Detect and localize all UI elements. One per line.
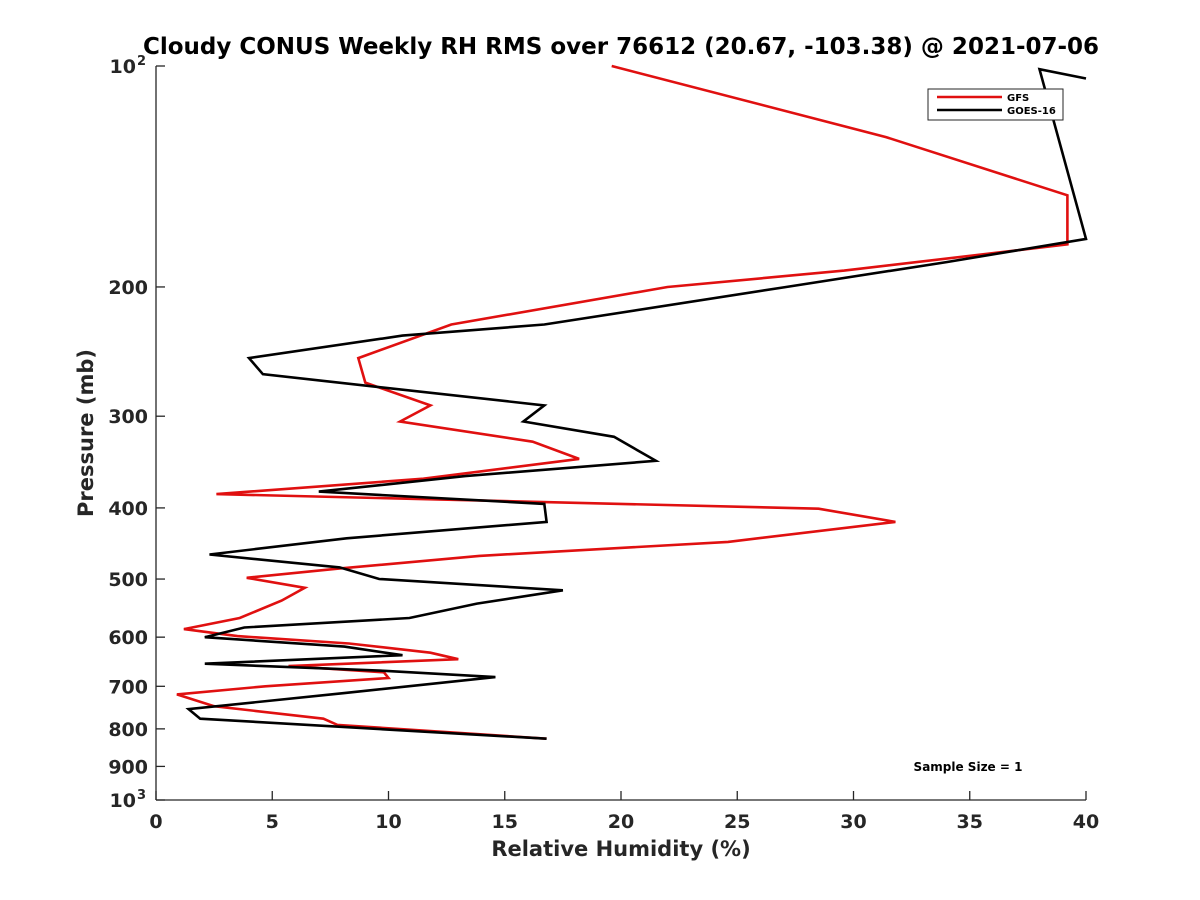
x-tick-label: 10 [375, 811, 401, 833]
chart-title: Cloudy CONUS Weekly RH RMS over 76612 (2… [143, 34, 1099, 60]
y-tick-label: 600 [108, 627, 148, 649]
y-axis-label: Pressure (mb) [74, 349, 98, 517]
y-tick-label: 700 [108, 676, 148, 698]
y-tick-label: 200 [108, 277, 148, 299]
sample-size-annotation: Sample Size = 1 [914, 760, 1023, 774]
legend-label-gfs: GFS [1007, 93, 1029, 104]
y-tick-label: 400 [108, 498, 148, 520]
series-line-gfs [176, 64, 1069, 740]
y-tick-label: 10 [110, 56, 136, 78]
y-tick-label: 300 [108, 406, 148, 428]
x-tick-label: 20 [608, 811, 634, 833]
x-tick-label: 30 [840, 811, 866, 833]
series-layer [176, 64, 1088, 740]
axes [155, 66, 1086, 801]
x-tick-label: 5 [266, 811, 279, 833]
x-tick-label: 15 [492, 811, 518, 833]
x-tick-label: 25 [724, 811, 750, 833]
x-axis: 0 5 10 15 20 25 30 35 40 [149, 791, 1099, 833]
y-tick-label: 10 [110, 790, 136, 812]
y-tick-exponent: 2 [137, 54, 146, 69]
legend-box [927, 88, 1064, 121]
x-tick-label: 40 [1073, 811, 1099, 833]
legend-label-goes16: GOES-16 [1007, 106, 1056, 117]
y-tick-label: 500 [108, 569, 148, 591]
series-line-goes16 [185, 67, 1088, 740]
x-axis-label: Relative Humidity (%) [491, 837, 750, 861]
x-tick-label: 0 [149, 811, 162, 833]
y-tick-label: 900 [108, 756, 148, 778]
x-tick-label: 35 [957, 811, 983, 833]
legend: GFS GOES-16 [927, 88, 1064, 121]
y-tick-exponent: 3 [137, 788, 146, 803]
y-tick-label: 800 [108, 719, 148, 741]
